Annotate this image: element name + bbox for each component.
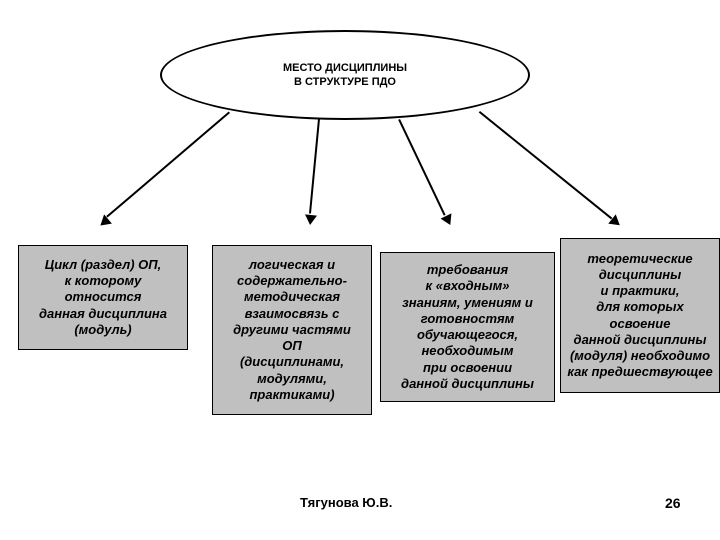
arrow-line xyxy=(398,119,446,216)
arrow-head xyxy=(96,214,111,230)
box-logical-text: логическая и содержательно- методическая… xyxy=(233,257,351,403)
box-requirements-text: требования к «входным» знаниям, умениям … xyxy=(401,262,534,392)
box-theoretical-text: теоретические дисциплины и практики, для… xyxy=(567,251,712,381)
arrow-line xyxy=(479,111,612,219)
box-theoretical: теоретические дисциплины и практики, для… xyxy=(560,238,720,393)
box-cycle: Цикл (раздел) ОП, к которому относится д… xyxy=(18,245,188,350)
title-text: МЕСТО ДИСЦИПЛИНЫ В СТРУКТУРЕ ПДО xyxy=(283,61,407,90)
arrow-line xyxy=(106,111,230,217)
footer-page: 26 xyxy=(665,495,681,511)
box-requirements: требования к «входным» знаниям, умениям … xyxy=(380,252,555,402)
title-ellipse: МЕСТО ДИСЦИПЛИНЫ В СТРУКТУРЕ ПДО xyxy=(160,30,530,120)
footer-author: Тягунова Ю.В. xyxy=(300,495,392,510)
arrow-head xyxy=(440,213,455,227)
box-cycle-text: Цикл (раздел) ОП, к которому относится д… xyxy=(39,257,167,338)
box-logical: логическая и содержательно- методическая… xyxy=(212,245,372,415)
arrow-head xyxy=(304,214,317,225)
arrow-line xyxy=(309,119,320,214)
